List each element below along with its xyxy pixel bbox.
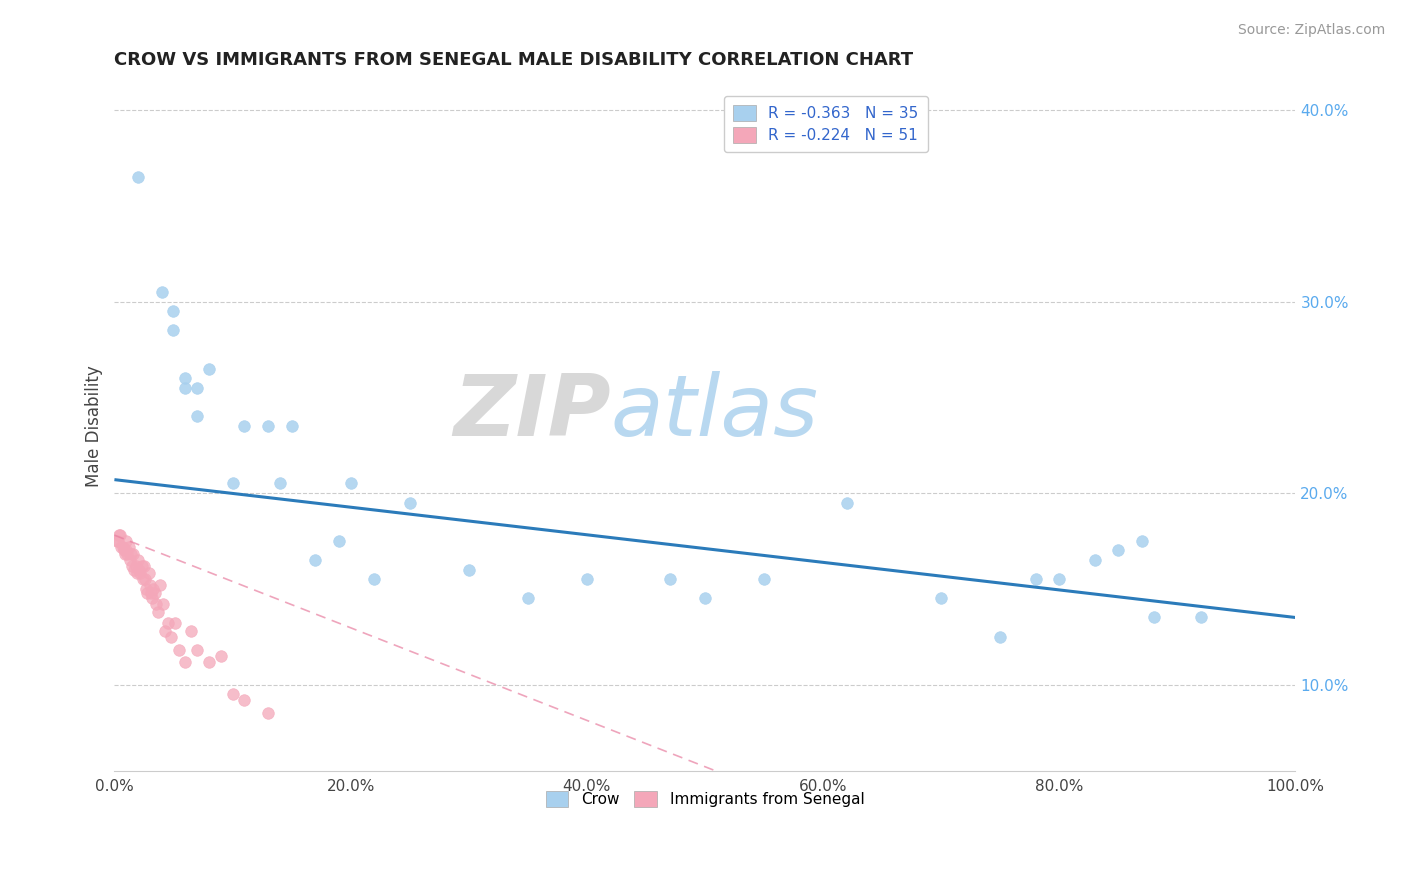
Point: [209, 648, 232, 663]
Point: [752, 572, 775, 586]
Point: [141, 591, 163, 606]
Point: [136, 585, 159, 599]
Point: [110, 528, 132, 542]
Point: [117, 540, 139, 554]
Point: [107, 533, 129, 548]
Point: [929, 591, 952, 606]
Point: [693, 591, 716, 606]
Point: [132, 558, 155, 573]
Point: [363, 572, 385, 586]
Point: [233, 693, 256, 707]
Text: ZIP: ZIP: [453, 371, 610, 454]
Point: [142, 582, 165, 596]
Point: [221, 687, 243, 701]
Point: [152, 597, 174, 611]
Point: [328, 533, 350, 548]
Point: [398, 495, 420, 509]
Point: [457, 563, 479, 577]
Point: [1025, 572, 1047, 586]
Point: [186, 643, 208, 657]
Point: [108, 528, 131, 542]
Point: [134, 572, 156, 586]
Point: [153, 624, 176, 638]
Point: [121, 558, 143, 573]
Point: [174, 655, 197, 669]
Point: [124, 558, 146, 573]
Point: [129, 566, 152, 581]
Point: [110, 540, 132, 554]
Point: [233, 419, 256, 434]
Point: [128, 563, 150, 577]
Point: [221, 476, 243, 491]
Point: [124, 563, 146, 577]
Point: [163, 616, 186, 631]
Point: [149, 578, 172, 592]
Point: [111, 540, 134, 554]
Point: [162, 304, 184, 318]
Point: [125, 566, 148, 581]
Point: [132, 572, 155, 586]
Point: [139, 578, 162, 592]
Point: [269, 476, 291, 491]
Point: [135, 582, 157, 596]
Point: [988, 630, 1011, 644]
Point: [127, 170, 149, 185]
Point: [143, 585, 166, 599]
Point: [174, 381, 197, 395]
Point: [160, 630, 183, 644]
Point: [115, 543, 138, 558]
Point: [122, 547, 145, 561]
Point: [138, 566, 160, 581]
Point: [186, 409, 208, 424]
Point: [112, 543, 135, 558]
Point: [169, 643, 191, 657]
Point: [117, 547, 139, 561]
Point: [156, 616, 179, 631]
Point: [186, 381, 208, 395]
Point: [146, 605, 169, 619]
Point: [114, 547, 136, 561]
Point: [120, 547, 142, 561]
Point: [150, 285, 173, 299]
Text: CROW VS IMMIGRANTS FROM SENEGAL MALE DISABILITY CORRELATION CHART: CROW VS IMMIGRANTS FROM SENEGAL MALE DIS…: [114, 51, 914, 69]
Point: [835, 495, 858, 509]
Point: [339, 476, 361, 491]
Point: [1130, 533, 1153, 548]
Y-axis label: Male Disability: Male Disability: [86, 365, 103, 487]
Point: [127, 553, 149, 567]
Point: [658, 572, 681, 586]
Point: [280, 419, 302, 434]
Point: [105, 533, 128, 548]
Point: [198, 361, 221, 376]
Point: [1107, 543, 1129, 558]
Point: [174, 371, 197, 385]
Point: [131, 558, 153, 573]
Point: [1189, 610, 1212, 624]
Point: [1047, 572, 1070, 586]
Point: [516, 591, 538, 606]
Point: [139, 585, 162, 599]
Point: [115, 533, 138, 548]
Legend: Crow, Immigrants from Senegal: Crow, Immigrants from Senegal: [538, 783, 872, 814]
Text: atlas: atlas: [610, 371, 818, 454]
Point: [118, 553, 141, 567]
Point: [304, 553, 326, 567]
Point: [575, 572, 598, 586]
Point: [257, 706, 280, 721]
Text: Source: ZipAtlas.com: Source: ZipAtlas.com: [1237, 23, 1385, 37]
Point: [180, 624, 202, 638]
Point: [162, 323, 184, 337]
Point: [145, 597, 167, 611]
Point: [198, 655, 221, 669]
Point: [1084, 553, 1107, 567]
Point: [1143, 610, 1166, 624]
Point: [257, 419, 280, 434]
